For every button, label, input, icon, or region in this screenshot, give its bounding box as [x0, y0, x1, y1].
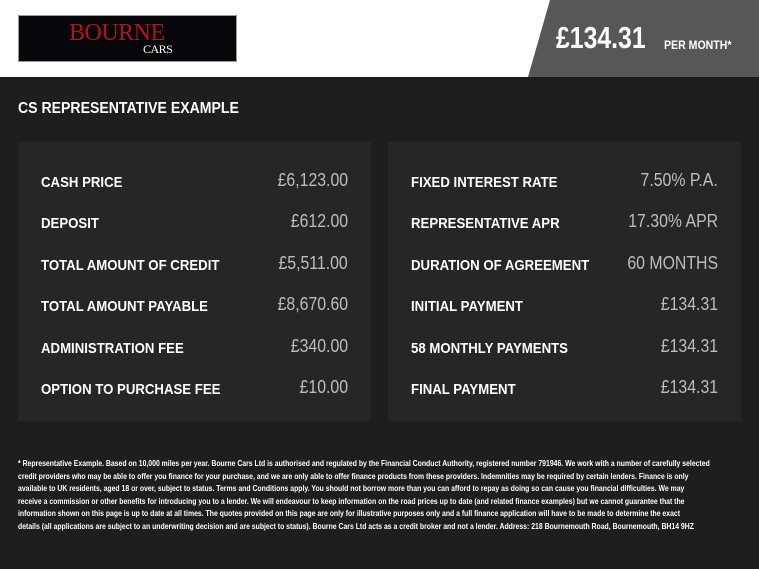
- row-value: £134.31: [660, 377, 718, 397]
- row-value: £134.31: [660, 336, 718, 356]
- row-label: FINAL PAYMENT: [411, 381, 516, 398]
- finance-row: OPTION TO PURCHASE FEE £10.00: [41, 377, 348, 401]
- row-value: 60 MONTHS: [627, 253, 718, 273]
- row-label: DURATION OF AGREEMENT: [411, 257, 590, 274]
- finance-details-right: FIXED INTEREST RATE 7.50% P.A. REPRESENTA…: [388, 142, 741, 421]
- row-value: £5,511.00: [278, 253, 348, 273]
- finance-row: FINAL PAYMENT £134.31: [411, 377, 718, 401]
- disclaimer: * Representative Example. Based on 10,00…: [18, 457, 759, 532]
- page-title: CS REPRESENTATIVE EXAMPLE: [18, 100, 239, 117]
- row-label: CASH PRICE: [41, 174, 123, 191]
- header: BOURNE CARS £134.31 PER MONTH*: [0, 0, 759, 77]
- bourne-cars-logo[interactable]: BOURNE CARS: [18, 15, 237, 62]
- row-label: TOTAL AMOUNT OF CREDIT: [41, 257, 220, 274]
- finance-row: DEPOSIT £612.00: [41, 211, 348, 235]
- finance-row: REPRESENTATIVE APR 17.30% APR: [411, 211, 718, 235]
- row-value: £10.00: [299, 377, 348, 397]
- row-label: FIXED INTEREST RATE: [411, 174, 558, 191]
- finance-row: TOTAL AMOUNT PAYABLE £8,670.60: [41, 294, 348, 318]
- row-value: £612.00: [290, 211, 348, 231]
- finance-row: FIXED INTEREST RATE 7.50% P.A.: [411, 170, 718, 194]
- disclaimer-line: * Representative Example. Based on 10,00…: [18, 458, 710, 468]
- row-label: REPRESENTATIVE APR: [411, 215, 560, 232]
- finance-row: TOTAL AMOUNT OF CREDIT £5,511.00: [41, 253, 348, 277]
- row-value: £8,670.60: [277, 294, 348, 314]
- row-label: TOTAL AMOUNT PAYABLE: [41, 298, 208, 315]
- row-label: INITIAL PAYMENT: [411, 298, 523, 315]
- row-value: 17.30% APR: [628, 211, 718, 231]
- finance-row: 58 MONTHLY PAYMENTS £134.31: [411, 336, 718, 360]
- finance-row: INITIAL PAYMENT £134.31: [411, 294, 718, 318]
- disclaimer-line: information shown on this page is up to …: [18, 508, 681, 518]
- finance-row: DURATION OF AGREEMENT 60 MONTHS: [411, 253, 718, 277]
- row-label: 58 MONTHLY PAYMENTS: [411, 340, 568, 357]
- monthly-price: £134.31: [556, 20, 646, 55]
- disclaimer-line: receive a commission or other benefits f…: [18, 495, 685, 506]
- per-month-label: PER MONTH*: [664, 38, 732, 52]
- finance-details-left: CASH PRICE £6,123.00 DEPOSIT £612.00 TOTAL…: [18, 142, 371, 421]
- finance-row: ADMINISTRATION FEE £340.00: [41, 336, 348, 360]
- logo-text-sub: CARS: [143, 42, 173, 56]
- disclaimer-line: credit providers who may be able to offe…: [18, 470, 689, 481]
- row-value: 7.50% P.A.: [640, 170, 718, 190]
- row-label: OPTION TO PURCHASE FEE: [41, 381, 221, 398]
- finance-row: CASH PRICE £6,123.00: [41, 170, 348, 194]
- row-value: £134.31: [660, 294, 718, 314]
- monthly-price-box: [528, 0, 759, 77]
- disclaimer-line: details (all applications are subject to…: [18, 520, 694, 531]
- row-label: ADMINISTRATION FEE: [41, 340, 184, 357]
- row-value: £6,123.00: [277, 170, 348, 190]
- disclaimer-line: available to UK residents, aged 18 or ov…: [18, 483, 685, 493]
- row-label: DEPOSIT: [41, 215, 99, 232]
- logo-text-main: BOURNE: [69, 20, 165, 46]
- row-value: £340.00: [290, 336, 348, 356]
